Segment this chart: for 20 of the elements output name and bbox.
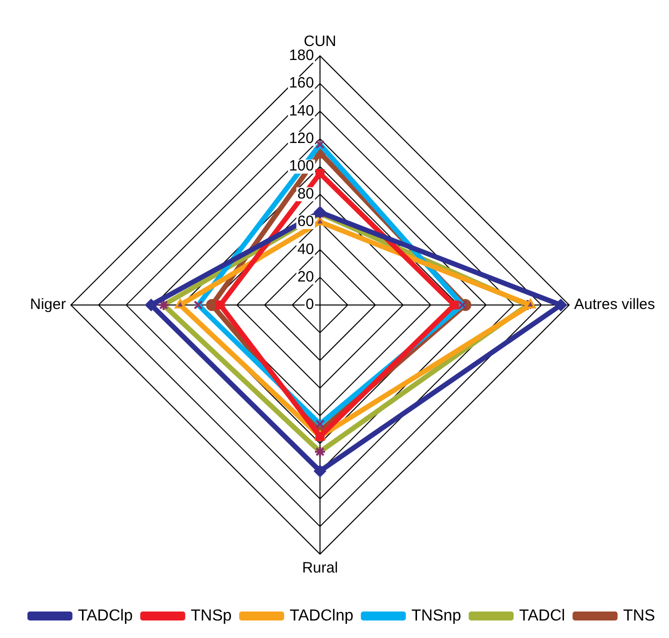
spoke-label: CUN bbox=[304, 33, 336, 50]
y-tick-label: 180 bbox=[288, 47, 314, 64]
y-tick-label: 80 bbox=[297, 185, 314, 202]
y-tick-label: 100 bbox=[288, 158, 314, 175]
y-tick-label: 20 bbox=[297, 268, 314, 286]
y-tick-label: 120 bbox=[288, 130, 314, 148]
legend-label: TNSp bbox=[190, 607, 232, 624]
y-tick-label: 140 bbox=[288, 102, 314, 120]
spoke-label: Niger bbox=[30, 296, 66, 314]
y-tick-label: 40 bbox=[297, 240, 314, 258]
spoke-label: Rural bbox=[302, 559, 338, 576]
legend-label: TADCl bbox=[519, 607, 566, 624]
y-tick-label: 60 bbox=[297, 213, 314, 230]
legend-label: TNS bbox=[623, 607, 656, 624]
spoke-label: Autres villes bbox=[574, 296, 655, 314]
y-tick-label: 160 bbox=[288, 74, 314, 92]
y-tick-label: 0 bbox=[306, 296, 314, 314]
legend-label: TADClp bbox=[78, 607, 133, 624]
legend-label: TNSnp bbox=[411, 607, 462, 624]
legend-label: TADClnp bbox=[290, 607, 354, 624]
